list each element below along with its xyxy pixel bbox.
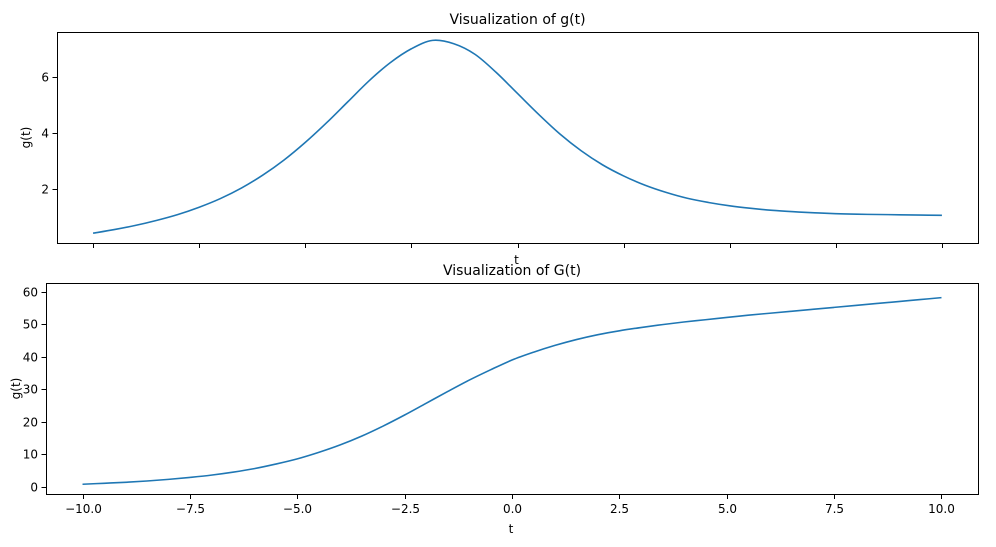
- series-line-g: [92, 39, 942, 235]
- x-axis-label-G: t: [509, 522, 514, 536]
- x-tick-label: 5.0: [718, 502, 737, 516]
- subplot-G: Visualization of G(t) g(t) t −10.0 −7.5 −5…: [9, 263, 979, 536]
- series-line-G: [82, 296, 942, 486]
- chart-title-g: Visualization of g(t): [449, 12, 585, 28]
- plot-frame-G: [46, 283, 979, 495]
- plot-frame-g: [57, 32, 979, 244]
- x-tick-label: 2.5: [610, 502, 629, 516]
- y-tick-label: 40: [23, 351, 38, 365]
- y-tick-label: 20: [23, 416, 38, 430]
- chart-title-G: Visualization of G(t): [443, 263, 581, 279]
- y-tick-label: 10: [23, 448, 38, 462]
- y-axis-label-g: g(t): [19, 127, 33, 149]
- ticks-g: 2 4 6: [41, 71, 943, 248]
- x-axis-label-g: t: [514, 253, 519, 267]
- x-tick-label: −10.0: [65, 502, 102, 516]
- y-tick-label: 2: [41, 183, 49, 197]
- ticks-G: −10.0 −7.5 −5.0 −2.5 0.0 2.5 5.0 7.5 10.0 0 10 20 30…: [23, 286, 955, 517]
- subplot-g: Visualization of g(t) g(t) t 2 4 6: [19, 12, 979, 267]
- y-tick-label: 50: [23, 318, 38, 332]
- y-tick-label: 4: [41, 127, 49, 141]
- x-tick-label: −2.5: [391, 502, 420, 516]
- y-tick-label: 0: [30, 481, 38, 495]
- y-axis-label-G: g(t): [9, 378, 23, 400]
- x-tick-label: 0.0: [503, 502, 522, 516]
- y-tick-label: 30: [23, 383, 38, 397]
- y-tick-label: 6: [41, 71, 49, 85]
- x-tick-label: 10.0: [928, 502, 955, 516]
- y-tick-label: 60: [23, 286, 38, 300]
- x-tick-label: −7.5: [176, 502, 205, 516]
- x-tick-label: 7.5: [825, 502, 844, 516]
- x-tick-label: −5.0: [283, 502, 312, 516]
